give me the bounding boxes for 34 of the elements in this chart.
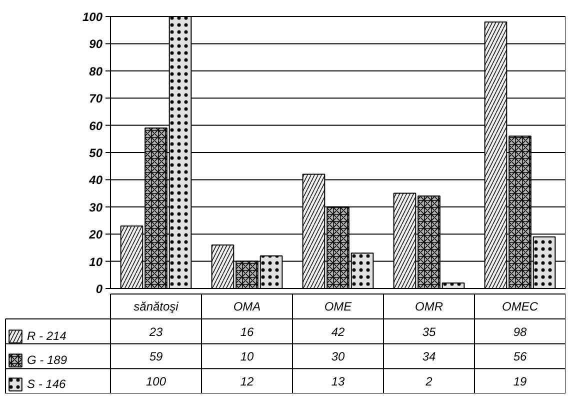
data-label: 98: [513, 324, 527, 339]
data-label: 35: [422, 324, 436, 339]
data-label: 23: [148, 324, 163, 339]
y-tick-label: 80: [89, 64, 103, 78]
data-label: 56: [513, 350, 527, 364]
x-tick-label: sănătoşi: [134, 299, 179, 314]
x-tick-label: OMA: [233, 299, 261, 314]
data-label: 13: [331, 374, 345, 389]
data-label: 12: [240, 374, 254, 389]
legend-label: R - 214: [27, 328, 66, 344]
y-tick-label: 30: [89, 200, 103, 214]
data-label: 19: [513, 374, 527, 389]
y-tick-label: 20: [88, 228, 103, 242]
y-tick-label: 70: [89, 92, 103, 106]
data-label: 59: [149, 350, 163, 364]
y-tick-label: 10: [89, 254, 103, 269]
y-tick-label: 0: [96, 282, 103, 296]
y-tick-label: 60: [89, 118, 103, 133]
y-tick-label: 40: [88, 173, 103, 188]
data-label: 2: [424, 374, 433, 389]
y-tick-label: 90: [89, 37, 103, 52]
x-tick-label: OMEC: [502, 299, 538, 314]
x-tick-label: OMR: [415, 299, 444, 314]
data-label: 100: [146, 374, 166, 389]
y-tick-label: 50: [89, 146, 103, 160]
x-tick-label: OME: [324, 299, 353, 314]
data-label: 34: [422, 350, 436, 364]
data-label: 30: [331, 350, 345, 364]
y-tick-label: 100: [82, 10, 103, 24]
legend-label: G - 189: [27, 352, 68, 368]
data-label: 16: [240, 324, 254, 339]
data-label: 42: [331, 324, 345, 339]
data-label: 10: [240, 350, 254, 364]
legend-label: S - 146: [27, 376, 66, 392]
